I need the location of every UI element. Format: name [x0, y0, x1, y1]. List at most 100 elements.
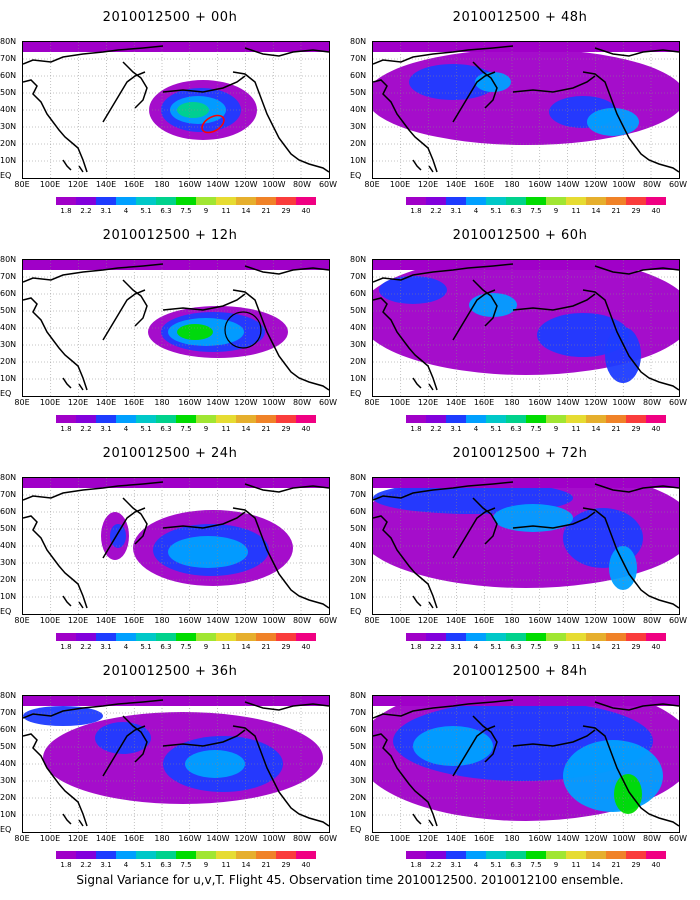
colorbar-labels: 1.8 2.2 3.1 4 5.1 6.3 7.5 9 11 14 21 29 40: [406, 207, 686, 217]
coastline: [122, 497, 148, 545]
colorbar-swatch: [176, 197, 196, 205]
coastline: [594, 47, 679, 57]
colorbar-level-label: 3.1: [450, 643, 462, 651]
lat-tick-label: 20N: [0, 139, 17, 148]
colorbar-swatch: [196, 197, 216, 205]
lat-tick-label: 40N: [350, 105, 367, 114]
lat-tick-label: 60N: [0, 289, 17, 298]
colorbar: [406, 197, 666, 205]
lon-tick-label: 160E: [123, 616, 145, 625]
colorbar-level-label: 2.2: [80, 207, 92, 215]
colorbar-level-label: 3.1: [450, 425, 462, 433]
lon-tick-label: 120W: [234, 834, 258, 843]
colorbar-level-label: 11: [571, 643, 581, 651]
coastline: [162, 293, 246, 311]
coastline: [512, 75, 596, 93]
panel-title: 2010012500 + 12h: [102, 228, 238, 243]
colorbar-swatch: [586, 415, 606, 423]
lon-tick-label: 160W: [178, 616, 202, 625]
colorbar-level-label: 29: [631, 425, 641, 433]
lon-tick-label: 140E: [445, 834, 467, 843]
lon-tick-label: 80E: [364, 834, 380, 843]
colorbar-level-label: 29: [631, 643, 641, 651]
colorbar-level-label: 6.3: [510, 861, 522, 869]
map-panel-36h: 2010012500 + 36h 80N 70N 60N 50N 40N 30N 20N 10N…: [0, 654, 340, 876]
coastline: [23, 481, 164, 501]
map-svg: [23, 260, 329, 396]
lon-tick-label: 140E: [95, 616, 117, 625]
colorbar-swatch: [626, 415, 646, 423]
coastline: [594, 483, 679, 493]
lon-tick-label: 160W: [528, 616, 552, 625]
lat-tick-label: 30N: [350, 776, 367, 785]
panel-title: 2010012500 + 72h: [452, 446, 588, 461]
colorbar-swatch: [156, 633, 176, 641]
lat-tick-label: 70N: [0, 54, 17, 63]
colorbar-swatch: [76, 633, 96, 641]
lon-tick-label: 180: [154, 616, 170, 625]
colorbar-level-label: 6.3: [160, 207, 172, 215]
lon-tick-label: 160E: [123, 834, 145, 843]
colorbar-swatch: [586, 851, 606, 859]
colorbar-swatch: [116, 197, 136, 205]
colorbar-level-label: 6.3: [510, 643, 522, 651]
coastline: [452, 725, 496, 777]
variance-contour-fill: [379, 276, 447, 304]
colorbar-swatch: [236, 633, 256, 641]
lon-tick-label: 80W: [292, 180, 312, 189]
colorbar-swatch: [256, 197, 276, 205]
colorbar: [56, 415, 316, 423]
colorbar-level-label: 4: [123, 861, 129, 869]
coastline: [244, 701, 329, 711]
colorbar: [56, 633, 316, 641]
colorbar-level-label: 11: [571, 207, 581, 215]
colorbar-swatch: [406, 415, 426, 423]
colorbar-level-label: 1.8: [410, 643, 422, 651]
colorbar-level-label: 3.1: [100, 861, 112, 869]
variance-contour-fill: [373, 478, 679, 488]
lon-tick-label: 180: [504, 616, 520, 625]
lat-tick-label: 30N: [350, 340, 367, 349]
colorbar-swatch: [526, 851, 546, 859]
lon-tick-label: 140W: [206, 398, 230, 407]
colorbar-level-label: 7.5: [180, 643, 192, 651]
coastline: [412, 159, 434, 173]
colorbar-level-label: 2.2: [80, 425, 92, 433]
colorbar-swatch: [276, 197, 296, 205]
coastline: [232, 725, 329, 827]
colorbar-level-label: 4: [473, 861, 479, 869]
colorbar-labels: 1.8 2.2 3.1 4 5.1 6.3 7.5 9 11 14 21 29 40: [406, 425, 686, 435]
colorbar-swatch: [296, 633, 316, 641]
lon-tick-label: 140E: [445, 616, 467, 625]
colorbar-swatch: [406, 197, 426, 205]
colorbar-level-label: 11: [571, 861, 581, 869]
colorbar: [406, 851, 666, 859]
coastline: [244, 483, 329, 493]
lat-tick-label: 10N: [350, 810, 367, 819]
colorbar-swatch: [626, 633, 646, 641]
panel-title: 2010012500 + 36h: [102, 664, 238, 679]
colorbar-level-label: 4: [123, 425, 129, 433]
colorbar-level-label: 11: [571, 425, 581, 433]
colorbar-level-label: 2.2: [430, 425, 442, 433]
colorbar-swatch: [466, 415, 486, 423]
lat-tick-label: 50N: [0, 524, 17, 533]
lon-tick-label: 80E: [14, 834, 30, 843]
colorbar-swatch: [566, 415, 586, 423]
colorbar-swatch: [486, 197, 506, 205]
lon-tick-label: 140W: [556, 180, 580, 189]
lon-tick-label: 140W: [556, 834, 580, 843]
lon-tick-label: 140E: [95, 834, 117, 843]
lon-tick-label: 100W: [262, 180, 286, 189]
lat-tick-label: 60N: [0, 725, 17, 734]
map-svg: [23, 696, 329, 832]
lat-tick-label: 60N: [350, 71, 367, 80]
coastline: [23, 263, 164, 283]
lon-tick-label: 120W: [584, 834, 608, 843]
colorbar-level-label: 21: [611, 861, 621, 869]
panel-title: 2010012500 + 00h: [102, 10, 238, 25]
map-panel-24h: 2010012500 + 24h 80N 70N 60N 50N 40N 30N 20N 10N…: [0, 436, 340, 658]
colorbar-level-label: 21: [261, 207, 271, 215]
lat-tick-label: 30N: [0, 122, 17, 131]
variance-contour-fill: [23, 706, 103, 726]
